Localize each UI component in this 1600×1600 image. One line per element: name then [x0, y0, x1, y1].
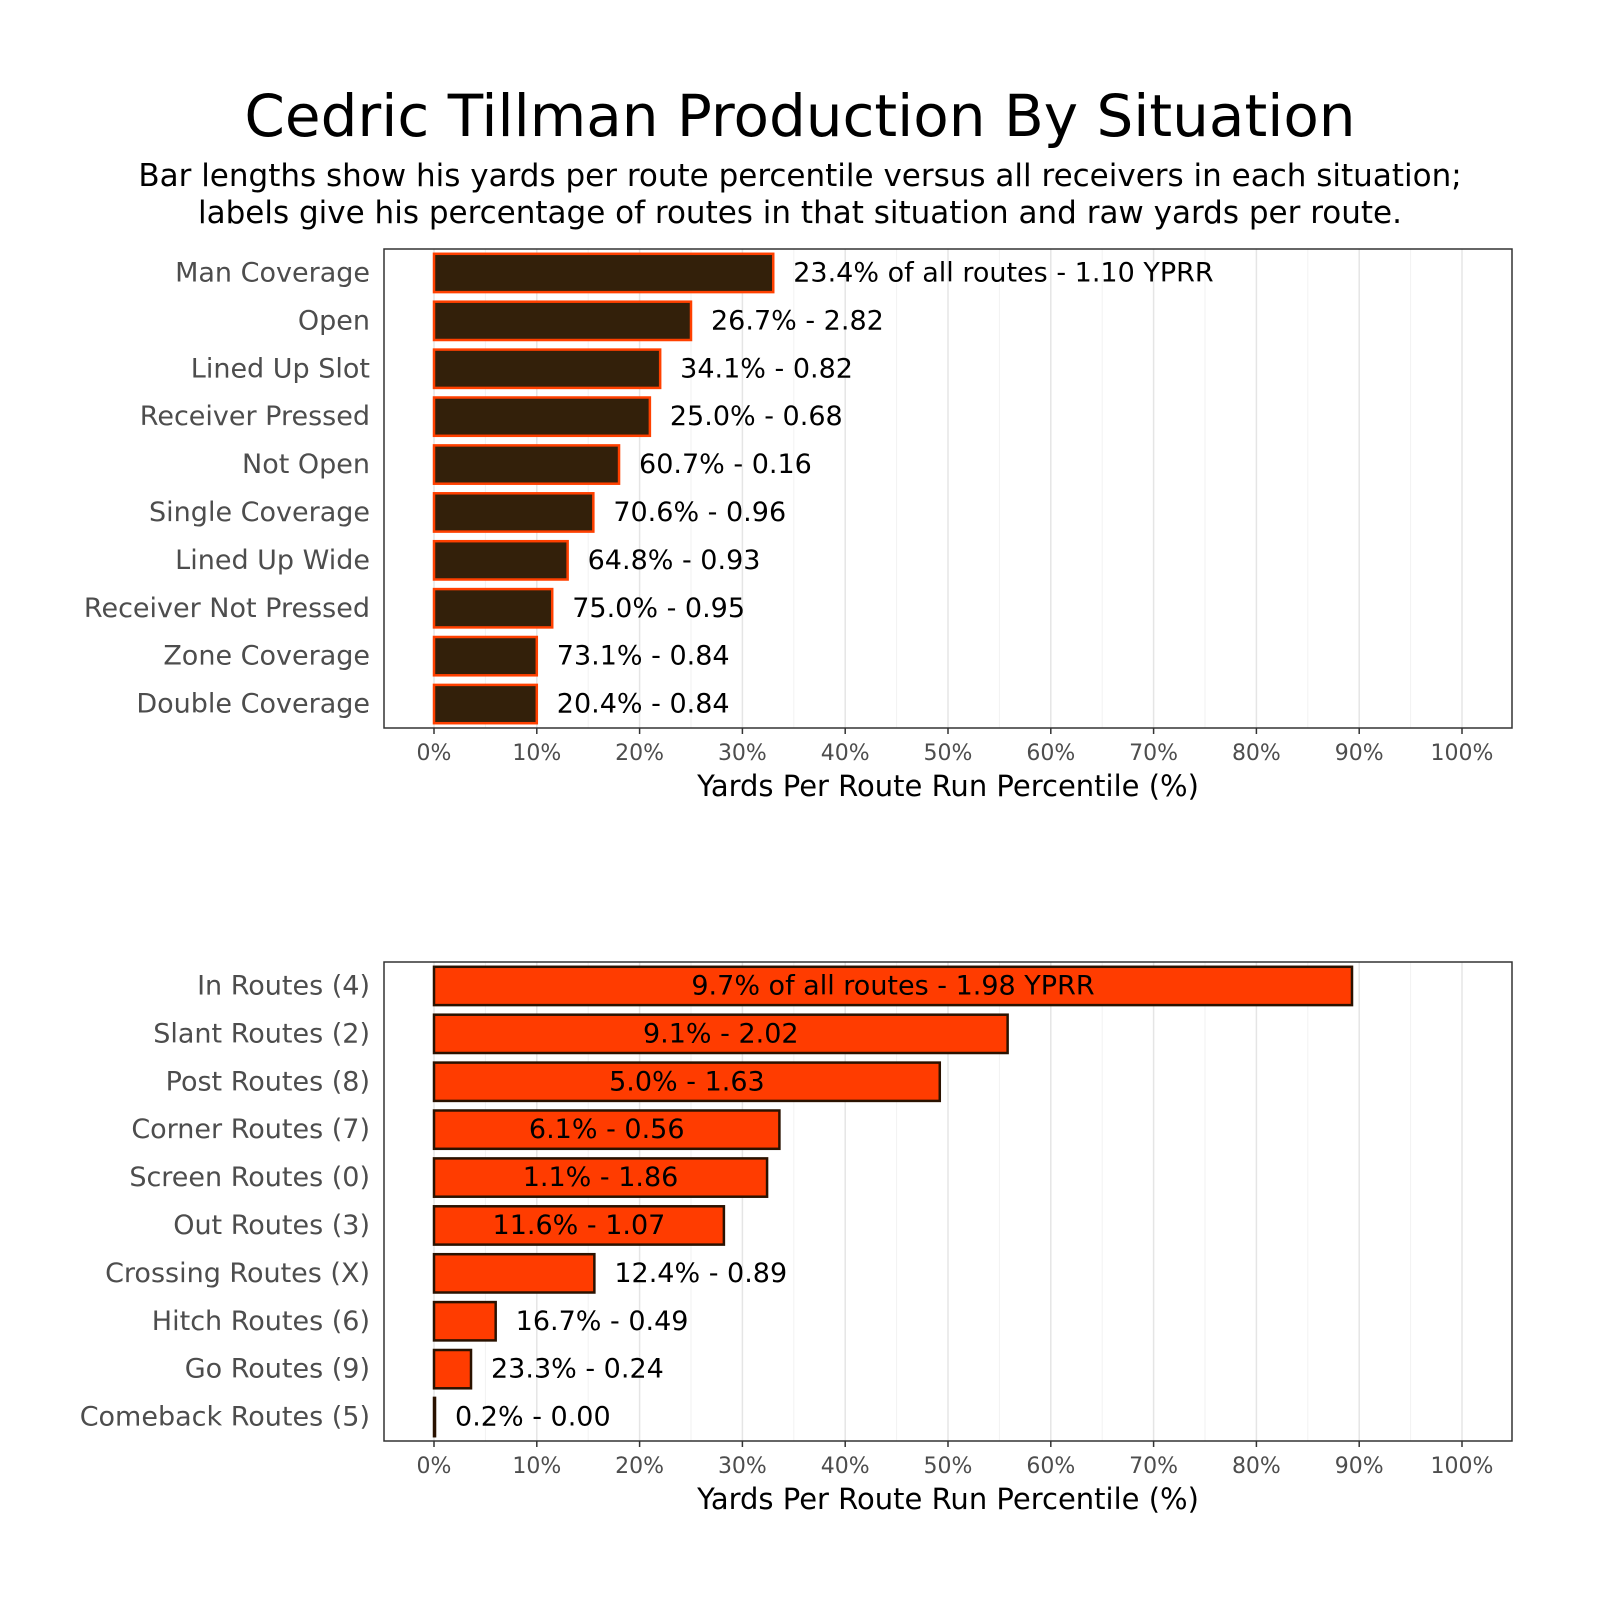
data-label: 12.4% - 0.89 — [614, 1258, 787, 1289]
bar — [432, 683, 539, 725]
data-label: 9.7% of all routes - 1.98 YPRR — [691, 970, 1094, 1001]
x-tick-label: 60% — [1026, 1454, 1075, 1479]
data-label: 75.0% - 0.95 — [572, 593, 745, 624]
category-label: Crossing Routes (X) — [105, 1258, 370, 1289]
bar — [432, 300, 693, 342]
data-label: 11.6% - 1.07 — [493, 1210, 666, 1241]
data-label: 23.4% of all routes - 1.10 YPRR — [793, 257, 1213, 288]
bar — [432, 1348, 473, 1390]
x-tick-label: 90% — [1335, 741, 1384, 766]
x-tick-label: 20% — [615, 741, 664, 766]
data-label: 9.1% - 2.02 — [643, 1018, 799, 1049]
x-tick-label: 30% — [718, 1454, 767, 1479]
bar — [432, 396, 652, 438]
bar — [432, 492, 595, 533]
category-label: Out Routes (3) — [173, 1210, 370, 1241]
data-label: 0.2% - 0.00 — [455, 1402, 611, 1433]
bar — [432, 348, 662, 390]
data-label: 64.8% - 0.93 — [588, 545, 761, 576]
category-label: Hitch Routes (6) — [152, 1306, 370, 1337]
chart-title: Cedric Tillman Production By Situation — [244, 82, 1356, 150]
bar — [432, 635, 539, 677]
x-tick-label: 100% — [1431, 741, 1494, 766]
data-label: 73.1% - 0.84 — [557, 641, 730, 672]
category-label: Comeback Routes (5) — [80, 1402, 370, 1433]
category-label: In Routes (4) — [197, 970, 370, 1001]
category-label: Open — [298, 305, 370, 336]
data-label: 70.6% - 0.96 — [613, 497, 786, 528]
x-tick-label: 30% — [718, 741, 767, 766]
bar — [432, 1061, 942, 1103]
category-label: Lined Up Wide — [175, 545, 370, 576]
bar — [432, 252, 775, 294]
bar — [432, 1252, 596, 1294]
category-label: Single Coverage — [149, 497, 370, 528]
x-axis-title: Yards Per Route Run Percentile (%) — [696, 769, 1199, 803]
x-tick-label: 70% — [1129, 1454, 1178, 1479]
category-label: Post Routes (8) — [166, 1066, 370, 1097]
category-label: Zone Coverage — [163, 641, 370, 672]
bar — [432, 587, 554, 629]
category-label: Corner Routes (7) — [131, 1114, 370, 1145]
category-label: Lined Up Slot — [191, 353, 370, 384]
x-tick-label: 20% — [615, 1454, 664, 1479]
x-tick-label: 40% — [821, 741, 870, 766]
x-tick-label: 80% — [1232, 1454, 1281, 1479]
x-tick-label: 10% — [512, 741, 561, 766]
x-tick-label: 50% — [924, 1454, 973, 1479]
chart-subtitle: Bar lengths show his yards per route per… — [0, 158, 1600, 232]
data-label: 5.0% - 1.63 — [609, 1066, 765, 1097]
bar — [432, 1300, 497, 1342]
data-label: 16.7% - 0.49 — [516, 1306, 689, 1337]
data-label: 34.1% - 0.82 — [680, 353, 853, 384]
subtitle-line-1: Bar lengths show his yards per route per… — [138, 158, 1462, 194]
x-tick-label: 50% — [924, 741, 973, 766]
subtitle-line-2: labels give his percentage of routes in … — [198, 195, 1402, 231]
bar — [432, 444, 621, 485]
data-label: 6.1% - 0.56 — [529, 1114, 685, 1145]
x-tick-label: 10% — [512, 1454, 561, 1479]
data-label: 23.3% - 0.24 — [491, 1354, 664, 1385]
data-label: 20.4% - 0.84 — [557, 689, 730, 720]
bar — [432, 1205, 726, 1246]
data-label: 1.1% - 1.86 — [523, 1162, 679, 1193]
x-tick-label: 0% — [417, 1454, 452, 1479]
category-label: Slant Routes (2) — [153, 1018, 370, 1049]
x-tick-label: 80% — [1232, 741, 1281, 766]
x-tick-label: 90% — [1335, 1454, 1384, 1479]
bar — [432, 1109, 781, 1151]
x-tick-label: 0% — [417, 741, 452, 766]
x-tick-label: 60% — [1026, 741, 1075, 766]
bar — [432, 965, 1354, 1007]
x-tick-label: 70% — [1129, 741, 1178, 766]
bar — [432, 1157, 769, 1198]
x-axis-title: Yards Per Route Run Percentile (%) — [696, 1482, 1199, 1516]
bar — [432, 1013, 1009, 1055]
category-label: Receiver Not Pressed — [84, 593, 370, 624]
category-label: Man Coverage — [175, 257, 370, 288]
category-label: Go Routes (9) — [185, 1354, 370, 1385]
data-label: 60.7% - 0.16 — [639, 449, 812, 480]
bar — [432, 539, 569, 581]
data-label: 25.0% - 0.68 — [670, 401, 843, 432]
category-label: Screen Routes (0) — [129, 1162, 370, 1193]
category-label: Receiver Pressed — [140, 401, 370, 432]
x-tick-label: 100% — [1431, 1454, 1494, 1479]
x-tick-label: 40% — [821, 1454, 870, 1479]
category-label: Double Coverage — [136, 689, 370, 720]
category-label: Not Open — [242, 449, 370, 480]
data-label: 26.7% - 2.82 — [711, 305, 884, 336]
bar — [432, 1396, 437, 1438]
